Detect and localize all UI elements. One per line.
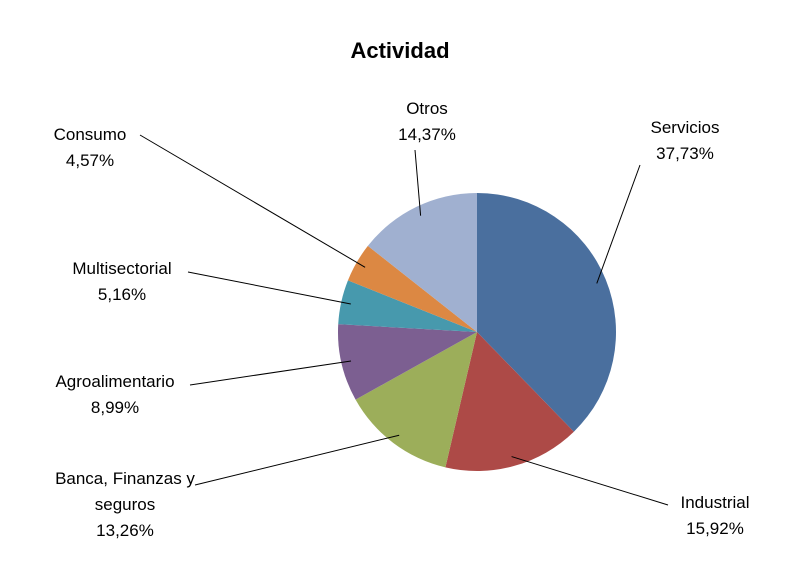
- category-label: Multisectorial: [72, 259, 172, 278]
- leader-line: [189, 360, 352, 386]
- slice-label: Multisectorial 5,16%: [72, 256, 171, 308]
- slice-label: Industrial 15,92%: [681, 490, 750, 542]
- leader-line: [596, 164, 641, 284]
- pie-slice: [338, 324, 477, 400]
- pie-slice: [338, 280, 477, 332]
- pie-slice: [367, 193, 477, 332]
- slice-label: Servicios 37,73%: [651, 115, 720, 167]
- slice-label: Otros 14,37%: [398, 96, 456, 148]
- value-label: 5,16%: [97, 285, 147, 304]
- category-label: Consumo: [53, 125, 127, 144]
- leader-line: [511, 456, 669, 506]
- value-label: 8,99%: [90, 398, 140, 417]
- category-label: Agroalimentario: [55, 372, 175, 391]
- leader-line: [414, 149, 422, 216]
- value-label: 4,57%: [65, 151, 115, 170]
- category-label: Servicios: [650, 118, 720, 137]
- slice-label: Agroalimentario 8,99%: [55, 369, 174, 421]
- leader-line: [187, 271, 351, 305]
- slice-label: Consumo 4,57%: [54, 122, 127, 174]
- value-label: 37,73%: [656, 144, 714, 163]
- value-label: 15,92%: [686, 519, 744, 538]
- category-label: Industrial: [680, 493, 750, 512]
- pie-slice: [445, 332, 574, 472]
- leader-line: [139, 134, 366, 268]
- pie-slice: [347, 245, 477, 332]
- pie-slice: [477, 193, 616, 432]
- category-label: Banca, Finanzas y seguros: [55, 469, 195, 514]
- value-label: 14,37%: [398, 125, 456, 144]
- leader-line: [194, 434, 400, 486]
- value-label: 13,26%: [96, 521, 154, 540]
- chart-title: Actividad: [350, 38, 450, 63]
- category-label: Otros: [406, 99, 448, 118]
- slice-label: Banca, Finanzas y seguros 13,26%: [50, 466, 200, 544]
- pie-slice: [355, 332, 477, 468]
